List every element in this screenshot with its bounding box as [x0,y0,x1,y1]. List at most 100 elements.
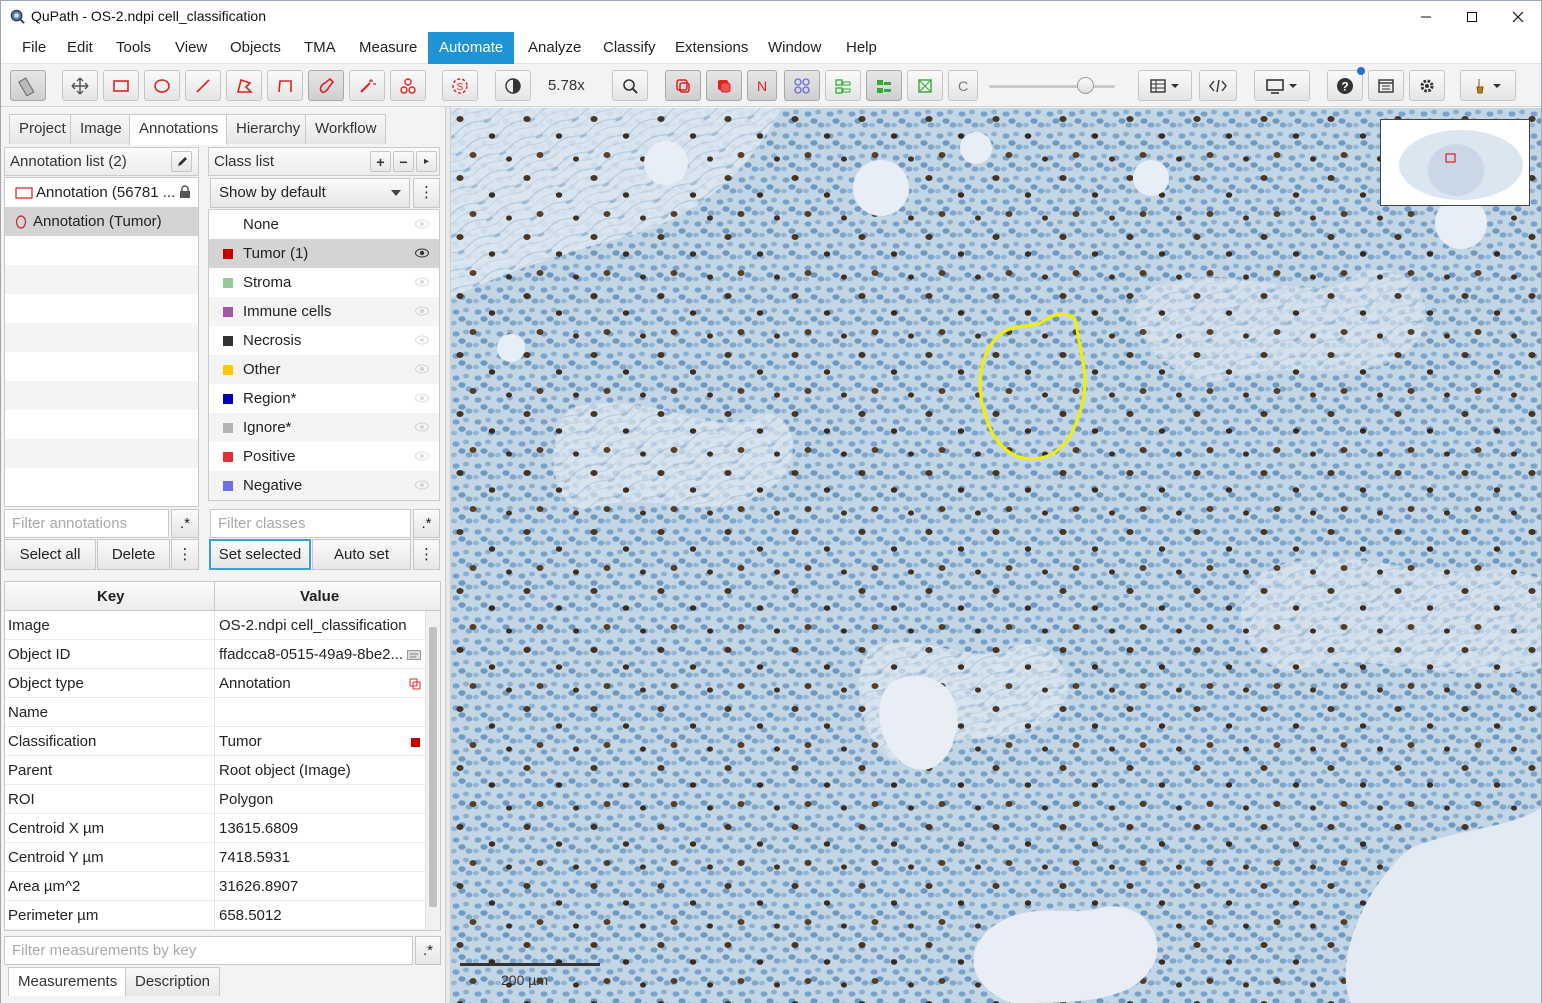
menu-file[interactable]: File [22,39,47,56]
delete-annotation-button[interactable]: Delete [97,539,170,570]
class-item-ignore[interactable]: Ignore* [209,413,439,442]
show-detections-button[interactable] [825,70,861,101]
eye-icon[interactable] [415,480,429,490]
class-item-none[interactable]: None [209,210,439,239]
annotation-item-2[interactable]: Annotation (Tumor) [5,207,198,236]
eye-icon[interactable] [415,364,429,374]
filter-classes-input[interactable]: Filter classes [210,509,411,538]
annotation-more-button[interactable]: ⋮ [171,539,199,570]
tab-image[interactable]: Image [70,114,132,144]
menu-help[interactable]: Help [846,39,877,56]
auto-set-button[interactable]: Auto set [312,539,411,570]
filter-annotations-input[interactable]: Filter annotations [4,509,169,538]
table-row[interactable]: Perimeter µm 658.5012 [5,901,426,930]
column-value-header[interactable]: Value [300,588,340,605]
class-item-region[interactable]: Region* [209,384,439,413]
menu-analyze[interactable]: Analyze [528,39,582,56]
eye-icon[interactable] [415,393,429,403]
annotation-regex-button[interactable]: .* [171,509,199,538]
edit-annotation-button[interactable] [171,151,192,172]
measurement-table-button[interactable] [1138,70,1192,101]
class-item-positive[interactable]: Positive [209,442,439,471]
rectangle-tool-button[interactable] [103,70,139,101]
line-tool-button[interactable] [185,70,221,101]
eye-icon[interactable] [415,335,429,345]
table-row[interactable]: Object type Annotation [5,669,426,698]
brush-tool-button[interactable] [308,70,344,101]
column-key-header[interactable]: Key [97,588,125,605]
tab-measurements[interactable]: Measurements [8,967,128,996]
eye-icon[interactable] [415,248,429,258]
table-row[interactable]: Centroid X µm 13615.6809 [5,814,426,843]
tab-hierarchy[interactable]: Hierarchy [226,114,311,144]
remove-class-button[interactable]: − [393,151,414,172]
fill-annotations-button[interactable] [706,70,742,101]
table-row[interactable]: Centroid Y µm 7418.5931 [5,843,426,872]
script-editor-button[interactable] [1199,70,1237,101]
opacity-slider-track[interactable] [989,85,1115,88]
set-selected-button[interactable]: Set selected [209,539,311,570]
menu-tma[interactable]: TMA [304,39,336,56]
help-button[interactable]: ? [1327,67,1365,101]
class-regex-button[interactable]: .* [413,509,440,538]
eye-icon[interactable] [415,422,429,432]
class-item-negative[interactable]: Negative [209,471,439,500]
show-annotations-button[interactable] [665,70,701,101]
tab-workflow[interactable]: Workflow [305,114,387,144]
selection-mode-button[interactable]: S [442,70,478,101]
tab-description[interactable]: Description [125,967,221,996]
filter-measurements-input[interactable]: Filter measurements by key [4,936,413,965]
menu-extensions[interactable]: Extensions [675,39,749,56]
class-item-tumor[interactable]: Tumor (1) [209,239,439,268]
eye-icon[interactable] [415,451,429,461]
table-row[interactable]: Classification Tumor [5,727,426,756]
show-by-default-dropdown[interactable]: Show by default [210,178,410,208]
zoom-to-fit-button[interactable] [612,70,648,101]
class-overflow-button[interactable]: ⋮ [413,178,440,208]
table-scrollbar[interactable] [425,611,440,930]
close-window-button[interactable] [1495,1,1541,32]
class-item-other[interactable]: Other [209,355,439,384]
display-settings-button[interactable] [1254,70,1310,101]
overview-thumbnail[interactable] [1380,119,1530,206]
add-class-button[interactable]: + [370,151,391,172]
image-viewer[interactable]: 200 µm [451,108,1541,1003]
polyline-tool-button[interactable] [267,70,303,101]
table-row[interactable]: Name [5,698,426,727]
menu-automate[interactable]: Automate [428,32,515,64]
preferences-button[interactable] [1409,70,1445,101]
class-more-button[interactable]: ⋮ [413,539,440,570]
menu-window[interactable]: Window [768,39,822,56]
opacity-slider-knob[interactable] [1077,77,1094,94]
class-menu-button[interactable]: ▸ [416,151,437,172]
table-row[interactable]: Parent Root object (Image) [5,756,426,785]
measure-tool-button[interactable] [10,70,46,101]
polygon-tool-button[interactable] [226,70,262,101]
brightness-contrast-button[interactable] [495,70,531,101]
show-connections-button[interactable] [907,70,943,101]
class-item-immune-cells[interactable]: Immune cells [209,297,439,326]
pane-divider[interactable] [445,107,451,1003]
menu-objects[interactable]: Objects [230,39,281,56]
class-item-stroma[interactable]: Stroma [209,268,439,297]
show-tma-grid-button[interactable] [784,70,820,101]
show-pixel-classification-button[interactable]: C [948,70,978,101]
show-names-button[interactable]: N [747,70,777,101]
maximize-button[interactable] [1449,1,1495,32]
class-item-necrosis[interactable]: Necrosis [209,326,439,355]
menu-edit[interactable]: Edit [67,39,93,56]
move-tool-button[interactable] [62,70,98,101]
table-row[interactable]: Area µm^2 31626.8907 [5,872,426,901]
wand-tool-button[interactable] [349,70,385,101]
annotation-item-1[interactable]: Annotation (56781 ... [5,178,198,207]
ellipse-tool-button[interactable] [144,70,180,101]
table-row[interactable]: Object ID ffadcca8-0515-49a9-8be2... [5,640,426,669]
tab-project[interactable]: Project [9,114,76,144]
extensions-button[interactable] [1460,70,1516,101]
id-card-icon[interactable] [407,650,421,660]
minimize-button[interactable] [1403,1,1449,32]
table-row[interactable]: ROI Polygon [5,785,426,814]
menu-view[interactable]: View [175,39,208,56]
eye-icon[interactable] [415,277,429,287]
eye-icon[interactable] [415,306,429,316]
